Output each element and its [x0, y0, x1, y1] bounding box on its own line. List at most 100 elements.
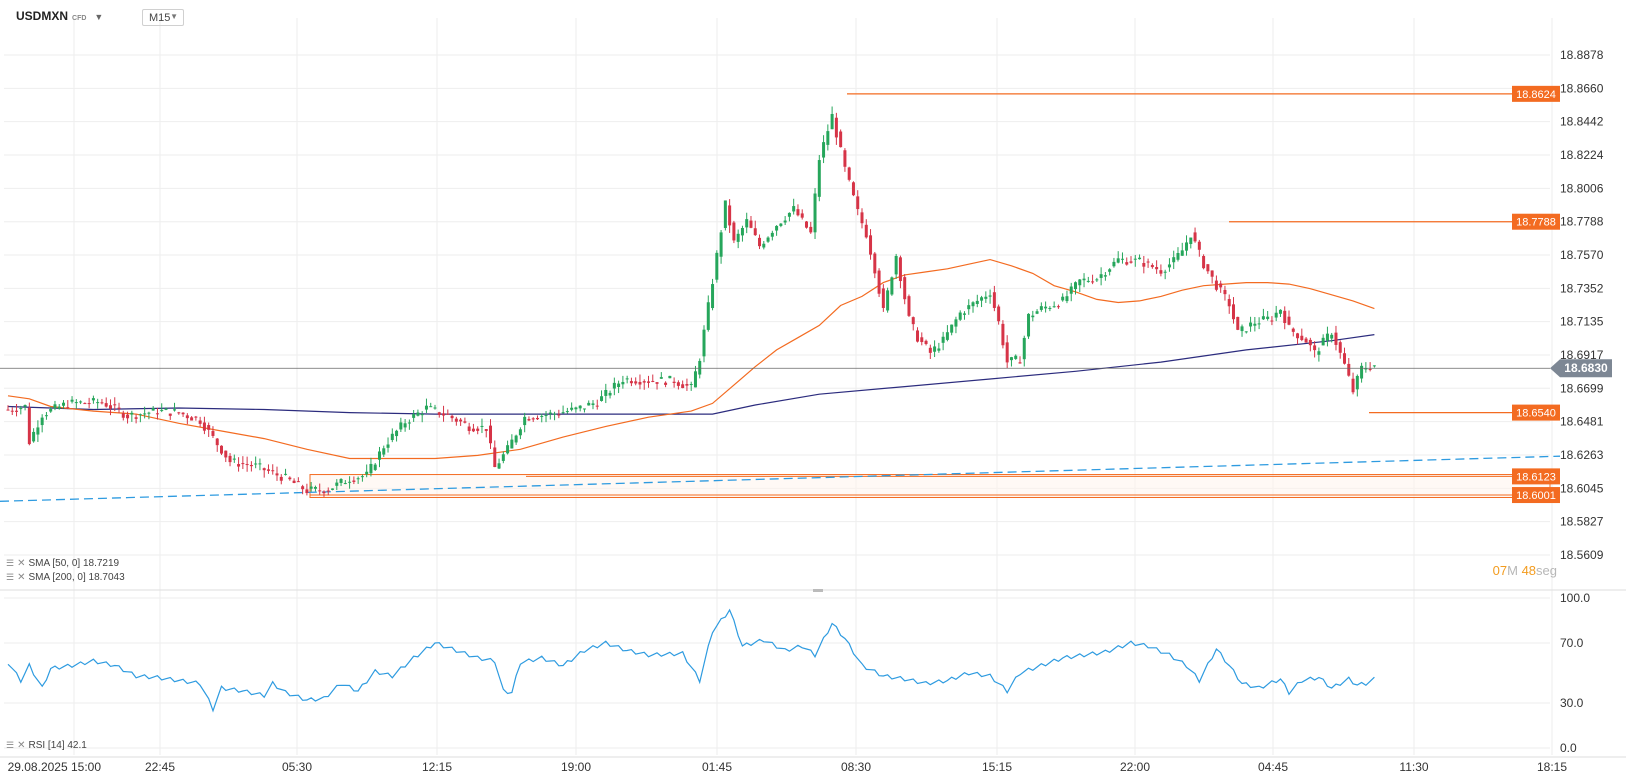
time-tick-label: 05:30: [282, 760, 312, 774]
candle-body: [1189, 237, 1193, 245]
candle-body: [10, 410, 14, 412]
candle-body: [220, 445, 223, 454]
candle: [1056, 304, 1060, 309]
candle-body: [826, 131, 830, 145]
candle: [309, 481, 313, 492]
candle-body: [578, 405, 582, 409]
rsi-tick-label: 100.0: [1560, 591, 1590, 605]
candle: [933, 340, 937, 358]
price-tick-label: 18.7570: [1560, 248, 1604, 262]
candle: [339, 478, 343, 487]
sma50-legend[interactable]: ☰ ✕ SMA [50, 0] 18.7219: [6, 558, 119, 569]
candle-body: [1172, 257, 1176, 263]
symbol-selector[interactable]: USDMXN CFD ▼: [16, 9, 103, 23]
candle: [1283, 306, 1287, 330]
candle: [984, 291, 988, 303]
candle-body: [1360, 365, 1364, 379]
countdown-seconds: 48: [1521, 563, 1537, 578]
candle-body: [1086, 280, 1090, 282]
level-tag-bg: [1512, 404, 1560, 421]
candle-body: [1240, 326, 1244, 332]
candle-body: [420, 414, 424, 416]
candle: [600, 390, 604, 402]
candle: [1133, 254, 1137, 267]
candle-body: [471, 428, 475, 432]
candle-body: [928, 347, 932, 353]
close-icon[interactable]: ✕: [17, 572, 26, 583]
candle: [356, 476, 360, 484]
current-price-tag-bg: [1550, 359, 1612, 378]
candle: [928, 344, 932, 359]
candle: [962, 311, 966, 320]
candle-body: [249, 464, 253, 467]
candle-body: [975, 300, 979, 304]
candle: [839, 129, 843, 148]
candle: [783, 216, 787, 226]
candle: [301, 484, 305, 495]
candle: [211, 426, 215, 439]
sma200-legend[interactable]: ☰ ✕ SMA [200, 0] 18.7043: [6, 572, 125, 583]
candle: [864, 219, 868, 239]
candle: [860, 208, 864, 229]
candle: [740, 225, 744, 242]
chevron-down-icon: ▼: [94, 12, 104, 22]
settings-icon[interactable]: ☰: [6, 740, 15, 750]
candle: [664, 381, 668, 388]
candle: [1150, 263, 1154, 269]
close-icon[interactable]: ✕: [17, 740, 26, 751]
candle: [395, 429, 399, 442]
candle-body: [587, 402, 591, 406]
candle: [53, 400, 57, 411]
candle-body: [510, 439, 514, 449]
candle: [1330, 332, 1334, 343]
candle-body: [553, 413, 557, 415]
rsi-legend[interactable]: ☰ ✕ RSI [14] 42.1: [6, 740, 87, 751]
candle-body: [1372, 365, 1376, 367]
candle-body: [356, 478, 360, 480]
candle-body: [1219, 283, 1223, 288]
candle: [1296, 332, 1300, 345]
level-price-tag: 18.6540: [1512, 404, 1560, 421]
candle-body: [1206, 264, 1210, 272]
candle-body: [493, 447, 497, 468]
settings-icon[interactable]: ☰: [6, 558, 15, 568]
candle-body: [719, 232, 723, 257]
candle-body: [181, 412, 185, 415]
candle-body: [843, 150, 847, 167]
candle: [869, 229, 873, 260]
candle: [745, 212, 749, 234]
candle-body: [728, 205, 732, 226]
candle-body: [429, 406, 433, 408]
candle-body: [1283, 310, 1287, 324]
candle: [689, 381, 693, 391]
sma200-line: [7, 334, 1375, 415]
candle: [1095, 277, 1099, 282]
candle-body: [258, 463, 262, 465]
rsi-tick-label: 30.0: [1560, 696, 1584, 710]
price-tick-label: 18.6917: [1560, 348, 1604, 362]
candle-body: [557, 414, 561, 416]
candle: [117, 402, 121, 414]
candle: [570, 402, 574, 412]
chevron-down-icon: ▼: [170, 12, 178, 21]
settings-icon[interactable]: ☰: [6, 572, 15, 582]
candle: [335, 479, 339, 491]
candle-body: [787, 212, 791, 217]
timeframe-selector[interactable]: M15 ▼: [142, 9, 184, 26]
candle-body: [1343, 353, 1347, 364]
candle-body: [318, 490, 322, 492]
candle: [800, 209, 804, 220]
candle-body: [382, 448, 386, 455]
candle: [147, 411, 151, 420]
candle: [997, 304, 1001, 325]
candle: [1368, 362, 1372, 372]
candle: [736, 229, 740, 249]
candle: [975, 294, 979, 308]
candle: [1347, 357, 1351, 377]
candle-body: [535, 417, 539, 420]
candle-body: [1133, 258, 1137, 260]
close-icon[interactable]: ✕: [17, 558, 26, 569]
candle: [1300, 328, 1304, 342]
symbol-name: USDMXN: [16, 9, 69, 23]
